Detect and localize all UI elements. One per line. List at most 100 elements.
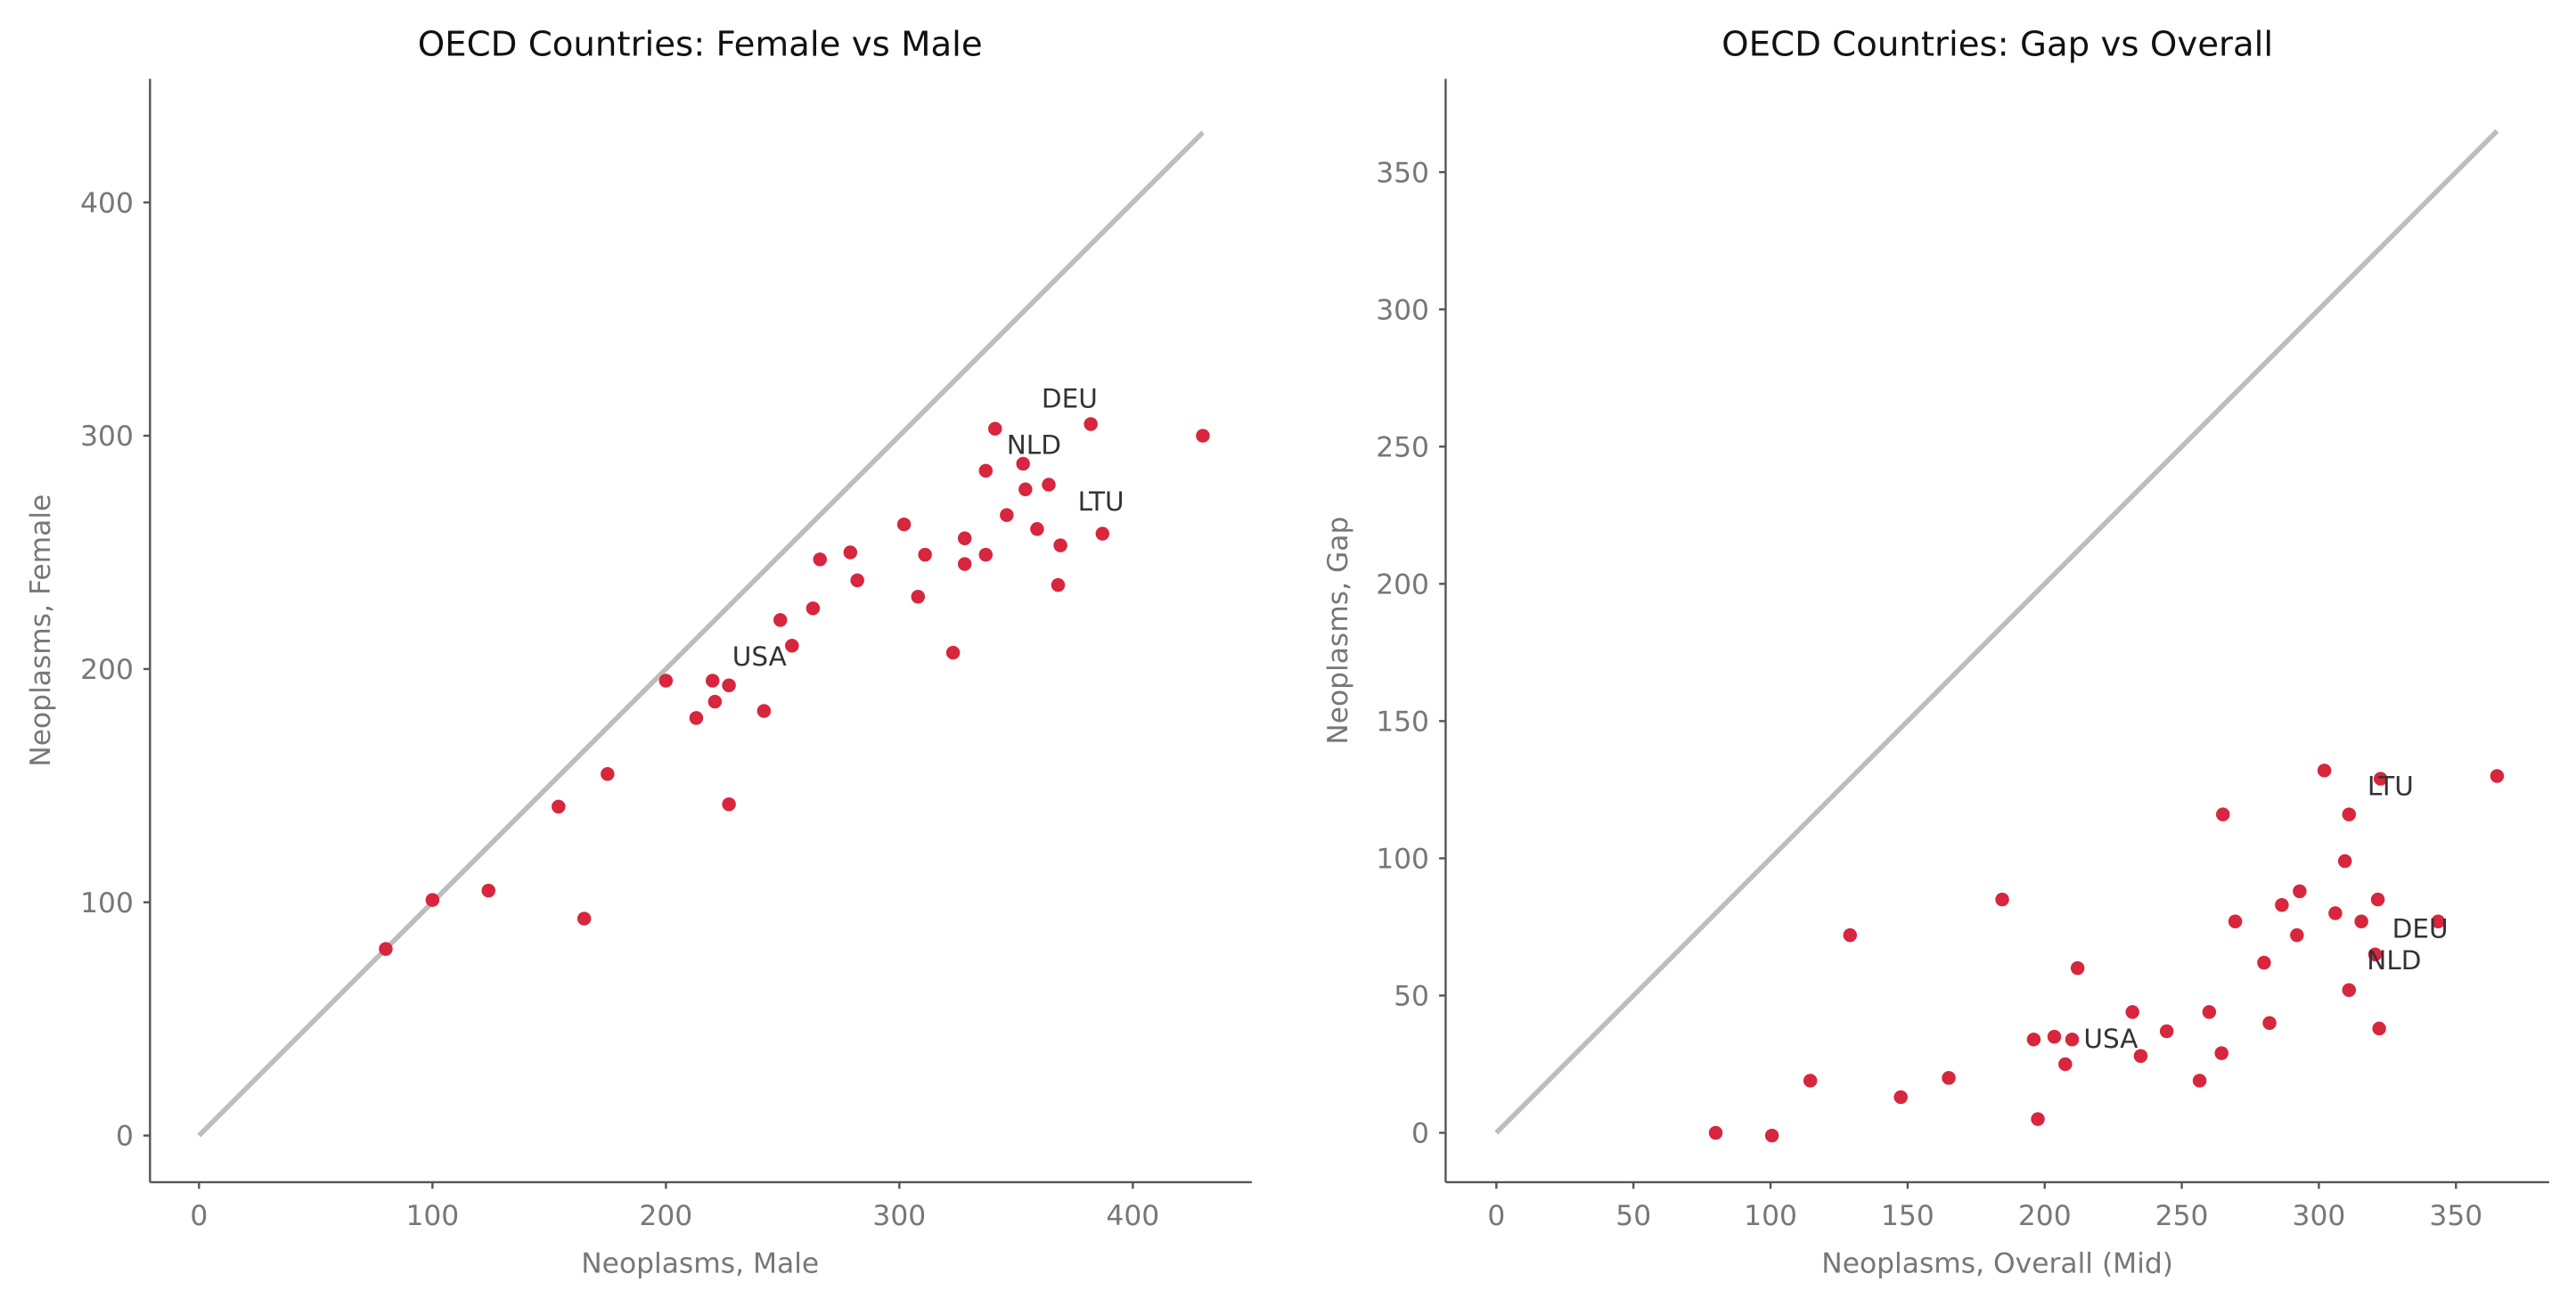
data-point [2065, 1032, 2080, 1047]
data-point [2133, 1049, 2148, 1063]
country-label: DEU [1042, 384, 1098, 414]
data-point [911, 589, 926, 604]
data-point [2070, 960, 2085, 976]
data-point [2293, 884, 2307, 899]
y-tick-label: 350 [1376, 157, 1429, 189]
data-point [2058, 1057, 2073, 1072]
data-point [945, 645, 961, 660]
data-point [773, 613, 788, 627]
data-point [2215, 807, 2230, 821]
data-point [2354, 914, 2368, 929]
data-point [978, 547, 994, 562]
y-tick-label: 0 [116, 1121, 134, 1153]
chart-title: OECD Countries: Gap vs Overall [1721, 25, 2273, 65]
x-tick-label: 250 [2155, 1200, 2209, 1232]
data-point [2317, 764, 2332, 778]
country-label: NLD [2367, 945, 2421, 976]
country-label: DEU [2392, 914, 2449, 944]
data-point [896, 517, 912, 532]
data-point [1084, 417, 1098, 431]
y-tick-label: 50 [1394, 980, 1429, 1012]
x-tick-label: 300 [872, 1200, 926, 1232]
data-point [481, 883, 495, 898]
data-point [425, 893, 440, 907]
y-tick-label: 250 [1376, 431, 1429, 463]
data-point [1708, 1125, 1723, 1140]
data-point [601, 766, 615, 781]
reference-diagonal-line [1494, 129, 2499, 1135]
data-point [1018, 482, 1033, 497]
y-tick-label: 300 [1376, 294, 1429, 326]
data-point [850, 573, 864, 588]
data-point [2228, 914, 2243, 929]
country-label: NLD [1007, 429, 1061, 460]
chart-title: OECD Countries: Female vs Male [418, 25, 983, 65]
data-point [1042, 478, 1056, 492]
x-tick-label: 300 [2293, 1200, 2346, 1232]
reference-diagonal-line [197, 130, 1205, 1138]
data-point [978, 463, 994, 478]
data-point [1764, 1128, 1779, 1143]
country-label: USA [732, 641, 787, 672]
x-tick-label: 0 [190, 1200, 208, 1232]
y-tick-label: 200 [80, 654, 134, 686]
country-label: LTU [1078, 486, 1124, 517]
data-point [1995, 892, 2009, 907]
data-point [2159, 1024, 2174, 1039]
female-vs-male-panel: OECD Countries: Female vs Male Neoplasms… [25, 25, 1252, 1279]
data-point [552, 799, 566, 814]
x-axis-label: Neoplasms, Male [581, 1247, 819, 1279]
data-point [2328, 906, 2343, 920]
data-point [2125, 1005, 2139, 1019]
x-tick-label: 100 [405, 1200, 459, 1232]
x-tick-label: 50 [1615, 1200, 1651, 1232]
data-point [2290, 927, 2304, 943]
data-point [1030, 522, 1044, 536]
data-point [957, 531, 972, 546]
data-point [756, 704, 772, 718]
data-point [1803, 1074, 1818, 1088]
data-point [2214, 1046, 2228, 1060]
data-point [2367, 947, 2383, 961]
data-point [722, 797, 736, 812]
y-tick-label: 100 [1376, 843, 1429, 875]
data-point [988, 421, 1002, 436]
data-point [705, 674, 720, 688]
y-tick-label: 150 [1376, 706, 1429, 738]
data-point [2370, 892, 2385, 907]
x-tick-label: 200 [2018, 1200, 2072, 1232]
data-point [1196, 429, 1210, 443]
data-point [2490, 769, 2505, 783]
y-tick-label: 300 [80, 421, 134, 453]
data-point [957, 557, 972, 571]
data-point [2262, 1016, 2277, 1030]
data-point [2431, 914, 2446, 929]
data-point [2342, 807, 2357, 821]
y-tick-label: 100 [80, 887, 134, 919]
data-point [918, 547, 932, 562]
data-point [1843, 927, 1858, 943]
data-point [2047, 1029, 2062, 1044]
y-tick-label: 200 [1376, 568, 1429, 600]
y-axis-label: Neoplasms, Female [25, 494, 57, 767]
data-point [1000, 508, 1014, 522]
data-point [843, 545, 858, 560]
x-tick-label: 150 [1881, 1200, 1934, 1232]
data-point [658, 674, 674, 688]
x-tick-label: 200 [639, 1200, 692, 1232]
data-point [1016, 456, 1030, 471]
data-point [2275, 898, 2289, 912]
data-point [707, 694, 723, 709]
data-point [2372, 1021, 2386, 1036]
country-label: LTU [2367, 771, 2414, 801]
x-tick-label: 400 [1106, 1200, 1159, 1232]
y-tick-label: 400 [80, 187, 134, 219]
data-point [2026, 1032, 2041, 1047]
data-point [785, 638, 799, 653]
data-point [2192, 1074, 2207, 1088]
country-label: USA [2083, 1024, 2138, 1054]
y-axis-label: Neoplasms, Gap [1322, 517, 1354, 745]
data-point [813, 552, 827, 567]
data-point [722, 678, 736, 692]
